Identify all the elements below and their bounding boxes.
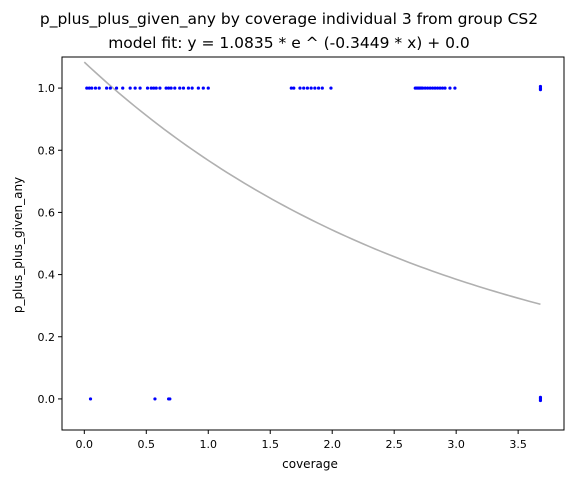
data-point — [538, 88, 543, 92]
x-tick-label: 0.0 — [76, 438, 94, 451]
data-point — [190, 86, 194, 90]
chart-subtitle: model fit: y = 1.0835 * e ^ (-0.3449 * x… — [108, 34, 470, 52]
x-tick-label: 3.0 — [447, 438, 465, 451]
fit-curve-layer — [83, 61, 541, 306]
chart-title: p_plus_plus_given_any by coverage indivi… — [39, 10, 539, 28]
data-point — [158, 86, 162, 90]
y-tick-label: 0.2 — [38, 331, 56, 344]
data-point — [538, 398, 543, 403]
data-point — [145, 86, 150, 90]
x-tick-label: 2.0 — [323, 438, 341, 451]
data-point — [316, 86, 321, 90]
data-point — [320, 86, 324, 90]
fit-curve — [83, 61, 541, 306]
data-point — [133, 86, 137, 90]
data-point — [538, 84, 543, 89]
data-point — [309, 86, 313, 90]
data-point — [201, 86, 205, 90]
data-point — [433, 86, 437, 90]
data-point — [154, 86, 158, 90]
y-tick-label: 0.4 — [38, 269, 56, 282]
data-point — [423, 86, 427, 90]
data-point — [435, 86, 440, 90]
data-point — [421, 86, 425, 90]
data-point — [292, 86, 296, 90]
data-point — [121, 86, 125, 90]
data-point — [88, 397, 93, 401]
plot-frame — [61, 56, 565, 431]
data-point — [298, 86, 302, 90]
data-point — [105, 86, 109, 90]
data-point — [443, 86, 447, 90]
y-tick-label: 0.0 — [38, 393, 56, 406]
data-point — [313, 86, 317, 90]
data-point — [90, 86, 94, 90]
x-tick-label: 0.5 — [138, 438, 156, 451]
data-point — [87, 86, 91, 90]
data-point — [168, 397, 172, 401]
data-point — [302, 86, 306, 90]
data-point — [329, 86, 333, 90]
data-point — [153, 397, 157, 401]
y-tick-label: 1.0 — [38, 82, 56, 95]
data-point — [167, 86, 171, 90]
data-point — [138, 86, 142, 90]
data-point — [538, 395, 543, 399]
x-axis-label: coverage — [282, 457, 338, 471]
data-point — [169, 86, 173, 90]
data-point — [206, 86, 210, 90]
data-point — [97, 86, 101, 90]
scatter-points-layer — [85, 84, 543, 403]
data-point — [196, 86, 200, 90]
data-point — [178, 86, 182, 90]
data-point — [431, 86, 435, 90]
data-point — [85, 86, 89, 90]
data-point — [440, 86, 445, 90]
data-point — [426, 86, 430, 90]
y-tick-label: 0.6 — [38, 206, 56, 219]
data-point — [164, 86, 168, 90]
x-tick-label: 2.5 — [385, 438, 403, 451]
data-point — [448, 86, 452, 90]
data-point — [152, 86, 156, 90]
y-axis-label: p_plus_plus_given_any — [11, 177, 25, 313]
data-point — [428, 86, 432, 90]
data-point — [108, 86, 112, 90]
y-tick-label: 0.8 — [38, 144, 56, 157]
data-point — [173, 86, 177, 90]
x-tick-label: 1.0 — [200, 438, 218, 451]
data-point — [181, 86, 186, 90]
data-point — [128, 86, 132, 90]
data-point — [149, 86, 153, 90]
data-point — [453, 86, 457, 90]
data-point — [186, 86, 191, 90]
data-point — [305, 86, 310, 90]
data-point — [289, 86, 293, 90]
data-point — [114, 86, 119, 90]
data-point — [438, 86, 442, 90]
data-point — [93, 86, 98, 90]
x-tick-label: 3.5 — [509, 438, 527, 451]
x-tick-label: 1.5 — [261, 438, 279, 451]
axes-layer: 0.0 0.5 1.0 1.5 2.0 2.5 3.0 3.5 0.0 0.2 0.4 0.6 0.8 1… — [38, 56, 565, 451]
